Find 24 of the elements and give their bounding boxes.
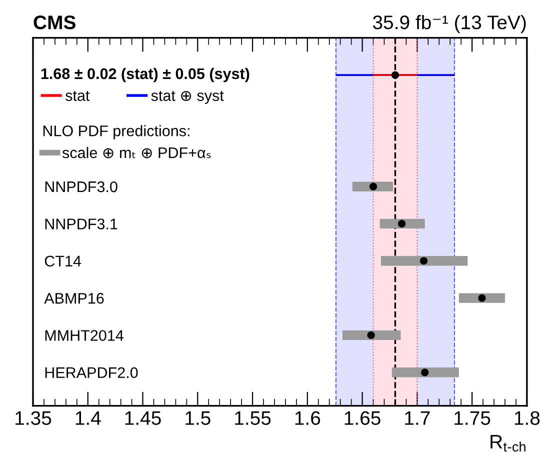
y-tick-label: MMHT2014 [45,330,124,341]
chart-subtitle: 35.9 fb⁻¹ (13 TeV) [372,14,526,34]
y-tick-label: NNPDF3.0 [45,181,118,192]
x-tick-label: 1.35 [16,411,52,425]
y-tick-label: HERAPDF2.0 [45,367,138,378]
x-tick-label: 1.65 [344,411,380,425]
legend-title: NLO PDF predictions: [43,125,190,140]
legend-label: stat [66,90,90,101]
x-axis-title: R$_{t-ch}$ [490,435,526,452]
annotation: 1.68 ± 0.02 (stat) ± 0.05 (syst) [41,68,250,82]
x-tick-label: 1.55 [235,411,271,425]
y-tick-label: CT14 [44,256,82,267]
legend-label: scale ⊕ mₜ ⊕ PDF+αₛ [62,146,211,158]
y-tick-label: ABMP16 [44,292,104,304]
x-tick-label: 1.6 [295,411,320,425]
x-tick-label: 1.45 [125,411,161,425]
x-tick-label: 1.7 [405,411,430,425]
x-tick-label: 1.5 [186,411,210,425]
x-tick-label: 1.8 [514,411,540,425]
y-tick-label: NNPDF3.1 [45,218,118,230]
x-tick-label: 1.75 [454,411,490,425]
legend-label: stat ⊕ syst [151,90,224,104]
x-tick-label: 1.4 [76,411,101,425]
chart-title: CMS [34,16,76,30]
